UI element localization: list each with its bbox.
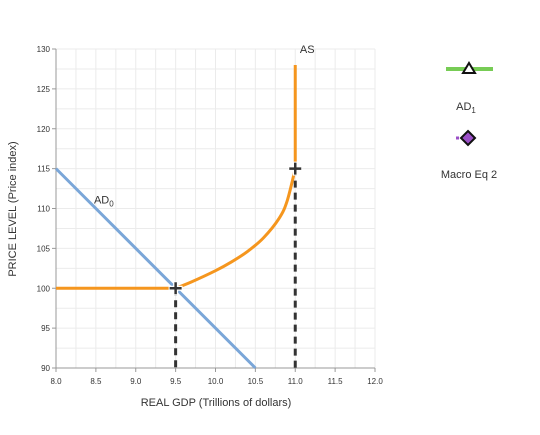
series-label-ad0: AD0 — [94, 195, 114, 209]
legend[interactable]: AD1 Macro Eq 2 — [441, 61, 497, 181]
x-tick-label: 8.0 — [50, 377, 62, 386]
y-tick-label: 120 — [37, 125, 51, 134]
series-line-as — [56, 64, 297, 290]
y-tick-label: 110 — [37, 205, 50, 214]
y-tick-label: 130 — [37, 45, 51, 54]
legend-item-macro-eq-2[interactable]: Macro Eq 2 — [441, 129, 497, 181]
series-lines — [54, 64, 297, 370]
y-tick-label: 105 — [37, 244, 51, 253]
series-labels: AD0 AS — [94, 44, 315, 209]
grid-lines — [55, 48, 376, 369]
triangle-icon — [461, 61, 477, 74]
x-tick-label: 10.0 — [208, 377, 224, 386]
diamond-icon — [459, 129, 477, 147]
equilibrium-point-marker — [288, 161, 303, 176]
y-tick-label: 115 — [37, 165, 50, 174]
x-tick-label: 12.0 — [367, 377, 383, 386]
x-tick-label: 9.5 — [170, 377, 182, 386]
y-axis-title: PRICE LEVEL (Price index) — [7, 141, 19, 276]
x-tick-label: 11.5 — [328, 377, 344, 386]
dashed-drop-lines — [174, 168, 297, 368]
series-line-ad0 — [54, 167, 257, 370]
legend-label-subscript: 1 — [471, 106, 476, 115]
x-tick-labels: 8.0 8.5 9.0 9.5 10.0 10.5 11.0 11.5 12.0 — [50, 368, 383, 386]
legend-label-ad1: AD1 — [456, 101, 476, 115]
y-tick-labels: 90 95 100 105 110 115 120 125 130 — [37, 45, 56, 373]
y-tick-label: 125 — [37, 85, 51, 94]
legend-item-ad1[interactable]: AD1 — [446, 61, 493, 115]
equilibrium-point-marker — [168, 281, 183, 296]
x-tick-label: 9.0 — [130, 377, 142, 386]
x-tick-label: 11.0 — [288, 377, 304, 386]
equilibrium-markers — [168, 161, 303, 296]
y-tick-label: 100 — [37, 284, 51, 293]
y-tick-label: 95 — [41, 324, 50, 333]
y-tick-label: 90 — [41, 364, 50, 373]
series-label-as: AS — [300, 44, 315, 56]
x-tick-label: 10.5 — [248, 377, 264, 386]
legend-label-macro-eq-2: Macro Eq 2 — [441, 169, 497, 181]
x-axis-title: REAL GDP (Trillions of dollars) — [141, 397, 292, 409]
series-label-subscript: 0 — [109, 200, 114, 209]
x-tick-label: 8.5 — [90, 377, 102, 386]
